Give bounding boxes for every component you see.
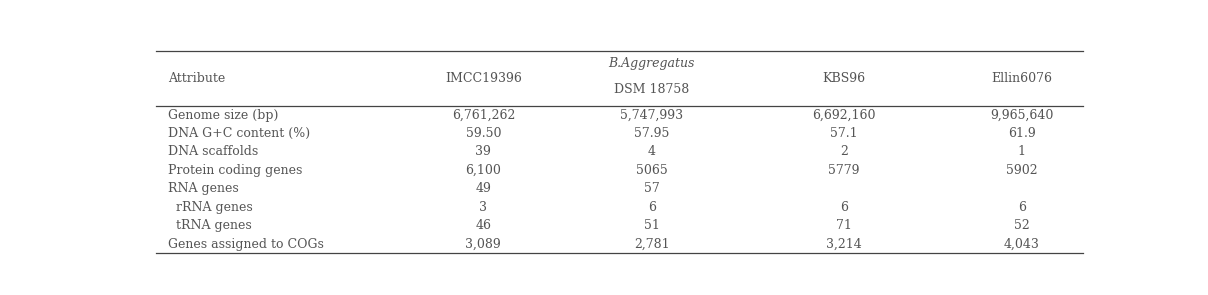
Text: 57.95: 57.95 bbox=[634, 127, 669, 140]
Text: 57: 57 bbox=[644, 182, 660, 195]
Text: 6,100: 6,100 bbox=[465, 164, 501, 177]
Text: 4: 4 bbox=[647, 145, 656, 158]
Text: 1: 1 bbox=[1017, 145, 1026, 158]
Text: DNA G+C content (%): DNA G+C content (%) bbox=[168, 127, 310, 140]
Text: tRNA genes: tRNA genes bbox=[168, 219, 251, 232]
Text: 5779: 5779 bbox=[827, 164, 860, 177]
Text: 51: 51 bbox=[644, 219, 660, 232]
Text: 6,761,262: 6,761,262 bbox=[452, 109, 515, 122]
Text: Genes assigned to COGs: Genes assigned to COGs bbox=[168, 238, 324, 251]
Text: 5902: 5902 bbox=[1006, 164, 1038, 177]
Text: 6: 6 bbox=[647, 201, 656, 214]
Text: 5,747,993: 5,747,993 bbox=[620, 109, 684, 122]
Text: 2: 2 bbox=[840, 145, 848, 158]
Text: IMCC19396: IMCC19396 bbox=[445, 72, 522, 85]
Text: KBS96: KBS96 bbox=[823, 72, 865, 85]
Text: 57.1: 57.1 bbox=[830, 127, 858, 140]
Text: 3,214: 3,214 bbox=[826, 238, 861, 251]
Text: Protein coding genes: Protein coding genes bbox=[168, 164, 302, 177]
Text: 3,089: 3,089 bbox=[465, 238, 501, 251]
Text: 5065: 5065 bbox=[635, 164, 668, 177]
Text: 61.9: 61.9 bbox=[1007, 127, 1035, 140]
Text: 6: 6 bbox=[840, 201, 848, 214]
Text: 6: 6 bbox=[1017, 201, 1026, 214]
Text: 49: 49 bbox=[476, 182, 492, 195]
Text: 2,781: 2,781 bbox=[634, 238, 669, 251]
Text: 59.50: 59.50 bbox=[465, 127, 501, 140]
Text: 6,692,160: 6,692,160 bbox=[812, 109, 876, 122]
Text: Genome size (bp): Genome size (bp) bbox=[168, 109, 278, 122]
Text: Attribute: Attribute bbox=[168, 72, 225, 85]
Text: 9,965,640: 9,965,640 bbox=[991, 109, 1053, 122]
Text: 39: 39 bbox=[476, 145, 492, 158]
Text: 52: 52 bbox=[1014, 219, 1029, 232]
Text: 4,043: 4,043 bbox=[1004, 238, 1040, 251]
Text: DNA scaffolds: DNA scaffolds bbox=[168, 145, 259, 158]
Text: RNA genes: RNA genes bbox=[168, 182, 239, 195]
Text: Ellin6076: Ellin6076 bbox=[992, 72, 1052, 85]
Text: 71: 71 bbox=[836, 219, 852, 232]
Text: DSM 18758: DSM 18758 bbox=[614, 83, 690, 96]
Text: B.Aggregatus: B.Aggregatus bbox=[609, 57, 695, 70]
Text: 3: 3 bbox=[480, 201, 487, 214]
Text: 46: 46 bbox=[476, 219, 492, 232]
Text: rRNA genes: rRNA genes bbox=[168, 201, 252, 214]
